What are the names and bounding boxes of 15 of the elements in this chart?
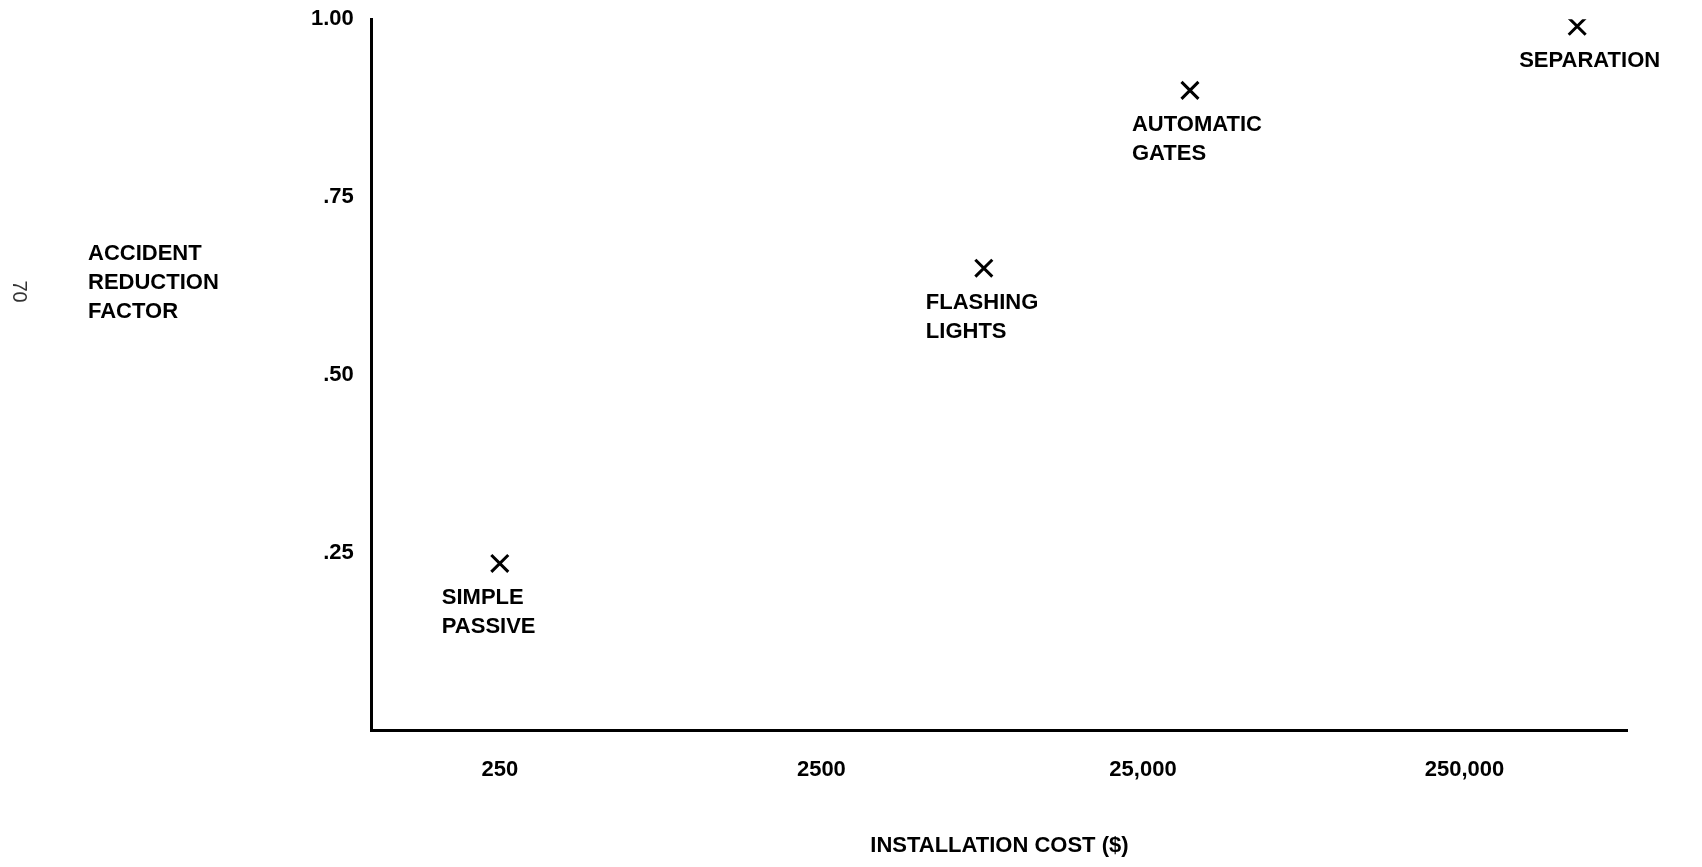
annotation: AUTOMATIC GATES — [1131, 111, 1263, 166]
x-tick-label: 2500 — [796, 755, 846, 781]
y-tick-label: .25 — [323, 538, 354, 564]
annotation: SEPARATION — [1519, 47, 1661, 73]
x-axis-title: INSTALLATION COST ($) — [870, 832, 1129, 858]
annotation: SIMPLE PASSIVE — [441, 584, 536, 639]
y-tick-label: .50 — [323, 360, 354, 386]
x-tick-label: 250,000 — [1424, 755, 1505, 781]
annotation: FLASHING LIGHTS — [925, 289, 1039, 344]
y-axis-title: ACCIDENT REDUCTION FACTOR — [88, 240, 219, 324]
x-tick-label: 250 — [481, 755, 519, 781]
y-tick-label: 1.00 — [310, 5, 354, 31]
x-tick-label: 25,000 — [1109, 755, 1177, 781]
text: 70 — [7, 280, 31, 303]
y-tick-label: .75 — [323, 183, 354, 209]
